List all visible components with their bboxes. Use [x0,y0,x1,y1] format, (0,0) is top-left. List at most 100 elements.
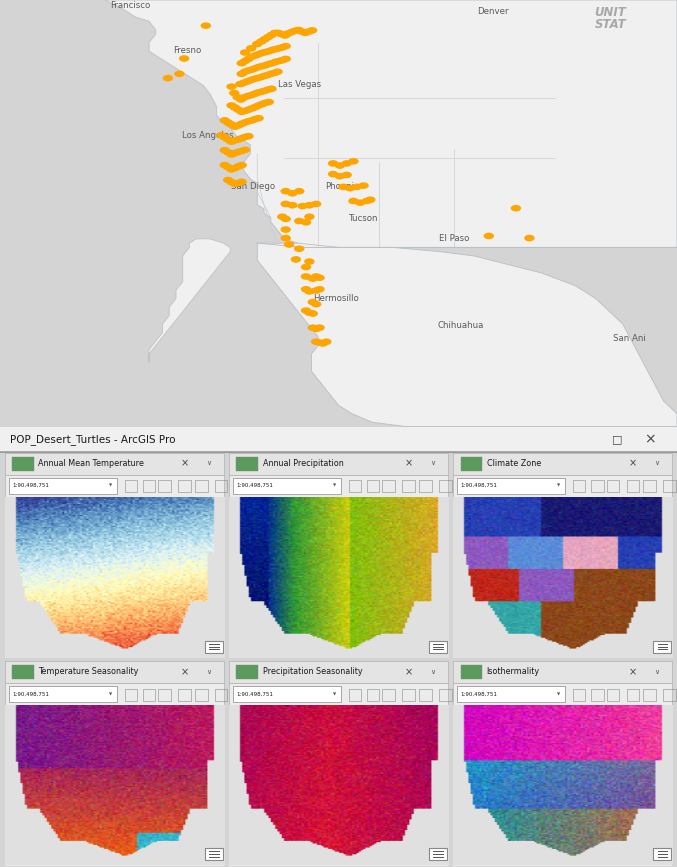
Circle shape [280,226,291,233]
Bar [125,689,137,701]
Polygon shape [288,206,297,208]
Polygon shape [246,81,255,83]
Circle shape [226,83,237,90]
Bar [627,689,639,701]
Polygon shape [227,171,236,173]
Polygon shape [234,141,242,143]
Bar [236,665,258,680]
Bar [5,453,224,474]
Circle shape [259,73,269,79]
Circle shape [246,54,257,60]
Circle shape [301,273,311,280]
Circle shape [280,42,291,49]
Circle shape [252,41,263,47]
Circle shape [341,160,352,166]
Polygon shape [264,91,272,93]
Polygon shape [250,95,259,97]
Polygon shape [241,73,249,75]
Polygon shape [309,315,317,316]
Circle shape [226,151,237,158]
Polygon shape [234,153,242,155]
Text: Annual Mean Temperature: Annual Mean Temperature [39,459,144,467]
Circle shape [219,134,230,140]
Circle shape [236,60,247,67]
Polygon shape [248,58,256,60]
Polygon shape [268,65,276,66]
Circle shape [280,235,291,241]
Circle shape [226,121,237,127]
Circle shape [242,93,253,100]
Polygon shape [238,183,246,185]
Polygon shape [319,345,327,347]
Circle shape [252,75,263,81]
FancyBboxPatch shape [653,848,672,860]
Polygon shape [322,343,330,345]
Bar [591,480,603,492]
Circle shape [233,122,244,128]
Circle shape [300,29,311,36]
Circle shape [235,81,246,88]
Circle shape [341,172,352,179]
Polygon shape [231,154,239,156]
Text: Los Angeles: Los Angeles [182,131,234,140]
Circle shape [266,86,277,92]
Circle shape [240,119,250,126]
Polygon shape [302,269,310,271]
Polygon shape [238,125,246,127]
Polygon shape [261,54,269,55]
Polygon shape [315,279,324,281]
Circle shape [246,45,257,51]
Polygon shape [267,90,276,92]
Bar [367,689,379,701]
Polygon shape [274,73,282,75]
Polygon shape [257,42,265,44]
Polygon shape [278,62,286,63]
Polygon shape [238,65,246,66]
Circle shape [223,136,234,143]
Circle shape [270,46,281,52]
Polygon shape [302,278,310,279]
Polygon shape [240,99,248,101]
Circle shape [179,55,190,62]
Polygon shape [261,104,269,106]
Polygon shape [265,66,273,67]
Circle shape [272,68,283,75]
Bar [439,480,452,492]
Polygon shape [485,238,493,239]
Text: Francisco: Francisco [110,1,151,10]
Circle shape [243,67,254,74]
Text: ×: × [644,432,656,446]
Polygon shape [265,53,273,55]
Circle shape [240,68,250,75]
Circle shape [226,139,237,145]
Circle shape [226,179,237,186]
Text: ×: × [181,667,189,677]
Text: Las Vegas: Las Vegas [278,80,322,89]
Circle shape [250,65,261,72]
Circle shape [294,218,305,225]
Polygon shape [241,151,249,153]
Circle shape [263,34,274,41]
Bar [229,662,448,683]
Polygon shape [234,168,242,170]
Polygon shape [255,68,263,70]
Polygon shape [264,39,272,40]
Polygon shape [525,239,533,241]
Circle shape [524,235,535,241]
Text: ∨: ∨ [431,668,435,675]
Bar [460,665,482,680]
Circle shape [253,51,264,57]
Text: □: □ [612,434,623,444]
Polygon shape [180,60,188,62]
Circle shape [250,116,261,122]
Circle shape [311,273,322,280]
Text: UNIT: UNIT [594,6,626,19]
Text: ×: × [405,667,413,677]
Circle shape [257,63,267,69]
Polygon shape [227,156,236,158]
Text: 1:90,498,751: 1:90,498,751 [12,483,49,488]
Circle shape [263,99,274,105]
Polygon shape [271,63,280,65]
Circle shape [294,245,305,252]
Circle shape [277,44,288,50]
